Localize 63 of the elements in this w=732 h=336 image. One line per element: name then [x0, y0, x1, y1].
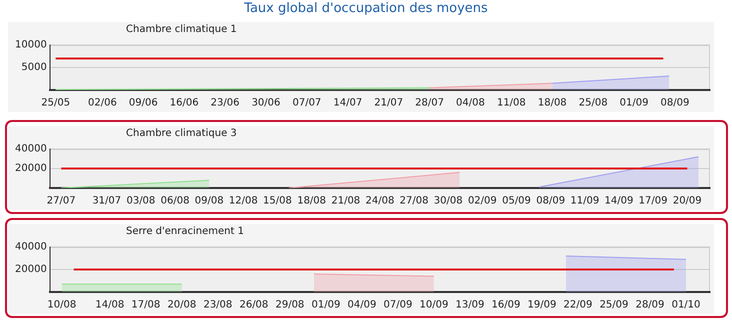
- x-tick-label: 28/07: [415, 98, 444, 109]
- x-tick-label: 14/08: [95, 300, 124, 311]
- x-tick-label: 12/08: [228, 196, 258, 207]
- x-tick-label: 09/06: [128, 98, 158, 109]
- x-tick-label: 23/08: [203, 300, 232, 311]
- x-tick-label: 11/08: [496, 98, 526, 109]
- y-tick-label: 10000: [15, 40, 47, 51]
- y-tick-label: 40000: [15, 144, 47, 155]
- x-tick-label: 08/09: [536, 196, 566, 207]
- x-tick-label: 16/09: [492, 300, 520, 311]
- x-tick-label: 30/08: [434, 196, 463, 207]
- chart-subtitle: Chambre climatique 1: [126, 24, 237, 35]
- y-tick-label: 5000: [21, 62, 47, 74]
- x-tick-label: 06/08: [160, 196, 190, 207]
- x-tick-label: 03/08: [126, 196, 156, 207]
- y-tick-label: 40000: [15, 242, 47, 253]
- x-tick-label: 21/08: [331, 196, 360, 207]
- x-tick-label: 24/08: [365, 196, 394, 207]
- chart-title: Taux global d'occupation des moyens: [243, 1, 489, 16]
- x-tick-label: 01/10: [672, 300, 700, 311]
- x-tick-label: 18/08: [538, 98, 567, 109]
- x-tick-label: 04/08: [456, 98, 485, 109]
- x-tick-label: 07/07: [292, 98, 322, 109]
- y-tick-label: 20000: [15, 163, 47, 174]
- x-tick-label: 15/08: [263, 196, 292, 207]
- y-tick-label: 20000: [15, 264, 47, 276]
- chart-subtitle: Serre d'enracinement 1: [126, 226, 244, 237]
- x-tick-label: 17/09: [638, 196, 668, 207]
- x-tick-label: 28/09: [636, 300, 664, 311]
- x-tick-label: 23/06: [210, 98, 240, 109]
- x-tick-label: 18/08: [297, 196, 326, 207]
- x-tick-label: 25/09: [600, 300, 628, 311]
- x-tick-label: 20/09: [672, 196, 702, 207]
- x-tick-label: 02/06: [88, 98, 117, 109]
- x-tick-label: 01/09: [311, 300, 340, 311]
- x-tick-label: 31/07: [92, 196, 122, 207]
- x-tick-label: 07/09: [383, 300, 412, 311]
- x-tick-label: 22/09: [564, 300, 592, 311]
- x-tick-label: 05/09: [502, 196, 531, 207]
- x-tick-label: 27/07: [46, 196, 76, 207]
- x-tick-label: 10/09: [420, 300, 448, 311]
- x-tick-label: 21/07: [374, 98, 404, 109]
- x-tick-label: 19/09: [528, 300, 556, 311]
- x-tick-label: 26/08: [239, 300, 268, 311]
- x-tick-label: 04/09: [347, 300, 376, 311]
- x-tick-label: 10/08: [47, 300, 76, 311]
- x-tick-label: 30/06: [252, 98, 280, 109]
- x-tick-label: 25/08: [578, 98, 608, 109]
- x-tick-label: 01/09: [620, 98, 648, 109]
- x-tick-label: 16/06: [170, 98, 199, 109]
- x-tick-label: 14/07: [333, 98, 362, 109]
- x-tick-label: 02/09: [468, 196, 497, 207]
- x-tick-label: 09/08: [194, 196, 224, 207]
- chart-subtitle: Chambre climatique 3: [126, 128, 237, 139]
- x-tick-label: 17/08: [131, 300, 160, 311]
- x-tick-label: 20/08: [167, 300, 196, 311]
- x-tick-label: 25/05: [41, 98, 70, 109]
- x-tick-label: 14/09: [604, 196, 634, 207]
- x-tick-label: 08/09: [660, 98, 690, 109]
- x-tick-label: 11/09: [570, 196, 600, 207]
- x-tick-label: 29/08: [275, 300, 304, 311]
- x-tick-label: 13/09: [456, 300, 484, 311]
- x-tick-label: 27/08: [400, 196, 428, 207]
